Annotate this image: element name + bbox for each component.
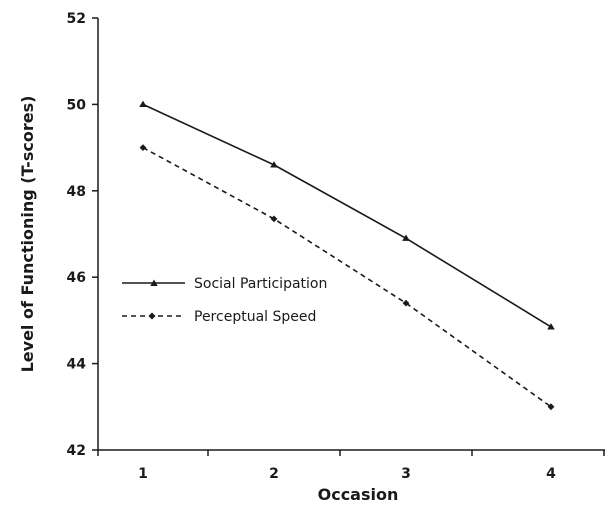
x-axis-title: Occasion	[318, 485, 399, 504]
y-tick-label: 52	[67, 11, 86, 27]
y-tick-label: 46	[67, 270, 86, 286]
y-axis-title: Level of Functioning (T-scores)	[18, 96, 37, 373]
data-point-social-participation	[139, 100, 147, 107]
legend-triangle-marker	[150, 279, 158, 286]
x-tick-label: 2	[269, 466, 279, 482]
y-tick-label: 50	[67, 97, 87, 113]
x-tick-label: 3	[401, 466, 411, 482]
series-group	[139, 100, 555, 411]
legend: Social Participation Perceptual Speed	[122, 276, 327, 325]
legend-item-perceptual-speed: Perceptual Speed	[122, 309, 316, 325]
legend-item-social-participation: Social Participation	[122, 276, 327, 292]
series-line-perceptual-speed	[142, 146, 552, 408]
x-tick-label: 4	[546, 466, 556, 482]
y-tick-label: 42	[67, 443, 86, 459]
x-ticks: 1 2 3 4	[97, 450, 605, 482]
data-point-social-participation	[402, 234, 410, 241]
series-line-social-participation	[142, 103, 552, 328]
data-point-perceptual-speed	[270, 215, 278, 223]
data-point-perceptual-speed	[547, 403, 555, 411]
y-tick-label: 48	[67, 184, 86, 200]
x-tick-label: 1	[138, 466, 148, 482]
data-point-perceptual-speed	[139, 144, 147, 151]
axes	[97, 18, 605, 451]
data-point-social-participation	[270, 161, 278, 168]
legend-diamond-marker	[148, 312, 156, 320]
y-tick-label: 44	[67, 357, 87, 373]
y-ticks: 42 44 46 48 50 52	[67, 11, 98, 459]
legend-label-perceptual-speed: Perceptual Speed	[194, 309, 316, 325]
data-point-social-participation	[547, 323, 555, 330]
data-point-perceptual-speed	[402, 299, 410, 307]
legend-label-social-participation: Social Participation	[194, 276, 327, 292]
